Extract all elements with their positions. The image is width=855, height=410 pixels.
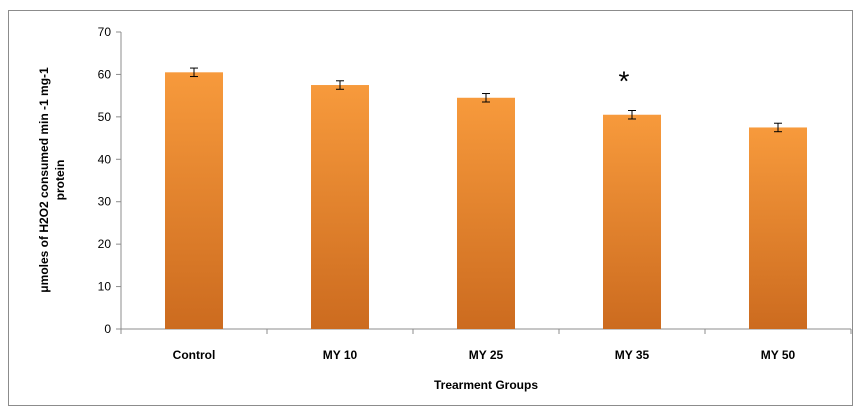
y-axis-title-line-1: μmoles of H2O2 consumed min -1 mg-1 xyxy=(37,67,51,293)
x-tick-label: MY 25 xyxy=(469,348,504,362)
bar xyxy=(457,97,515,329)
y-tick-label: 30 xyxy=(98,195,112,209)
y-tick-label: 60 xyxy=(98,67,112,81)
y-tick-label: 70 xyxy=(98,25,112,39)
y-tick-label: 0 xyxy=(104,322,111,336)
x-tick-label: Control xyxy=(173,348,216,362)
bar xyxy=(603,114,661,329)
y-tick-label: 10 xyxy=(98,280,112,294)
y-tick-label: 40 xyxy=(98,152,112,166)
chart-frame xyxy=(8,10,853,406)
y-axis-title-line-2: protein xyxy=(53,160,67,201)
significance-marker: * xyxy=(619,65,630,96)
bar xyxy=(165,72,223,330)
annotations: * xyxy=(619,65,630,96)
x-tick-label: MY 50 xyxy=(761,348,796,362)
bar xyxy=(749,127,807,329)
bar xyxy=(311,85,369,330)
y-tick-label: 20 xyxy=(98,237,112,251)
x-tick-label: MY 35 xyxy=(615,348,650,362)
error-bar xyxy=(628,109,636,120)
bars xyxy=(165,72,807,330)
error-bar xyxy=(336,80,344,90)
error-bar xyxy=(774,122,782,133)
error-bar xyxy=(190,67,198,78)
error-bar xyxy=(482,93,490,103)
error-bars xyxy=(190,67,782,133)
x-axis: Control MY 10 MY 25 MY 35 MY 50 xyxy=(120,328,852,362)
x-axis-title: Trearment Groups xyxy=(434,378,538,392)
y-tick-label: 50 xyxy=(98,110,112,124)
y-axis: 0 10 20 30 40 50 60 70 xyxy=(98,25,122,336)
x-tick-label: MY 10 xyxy=(323,348,358,362)
